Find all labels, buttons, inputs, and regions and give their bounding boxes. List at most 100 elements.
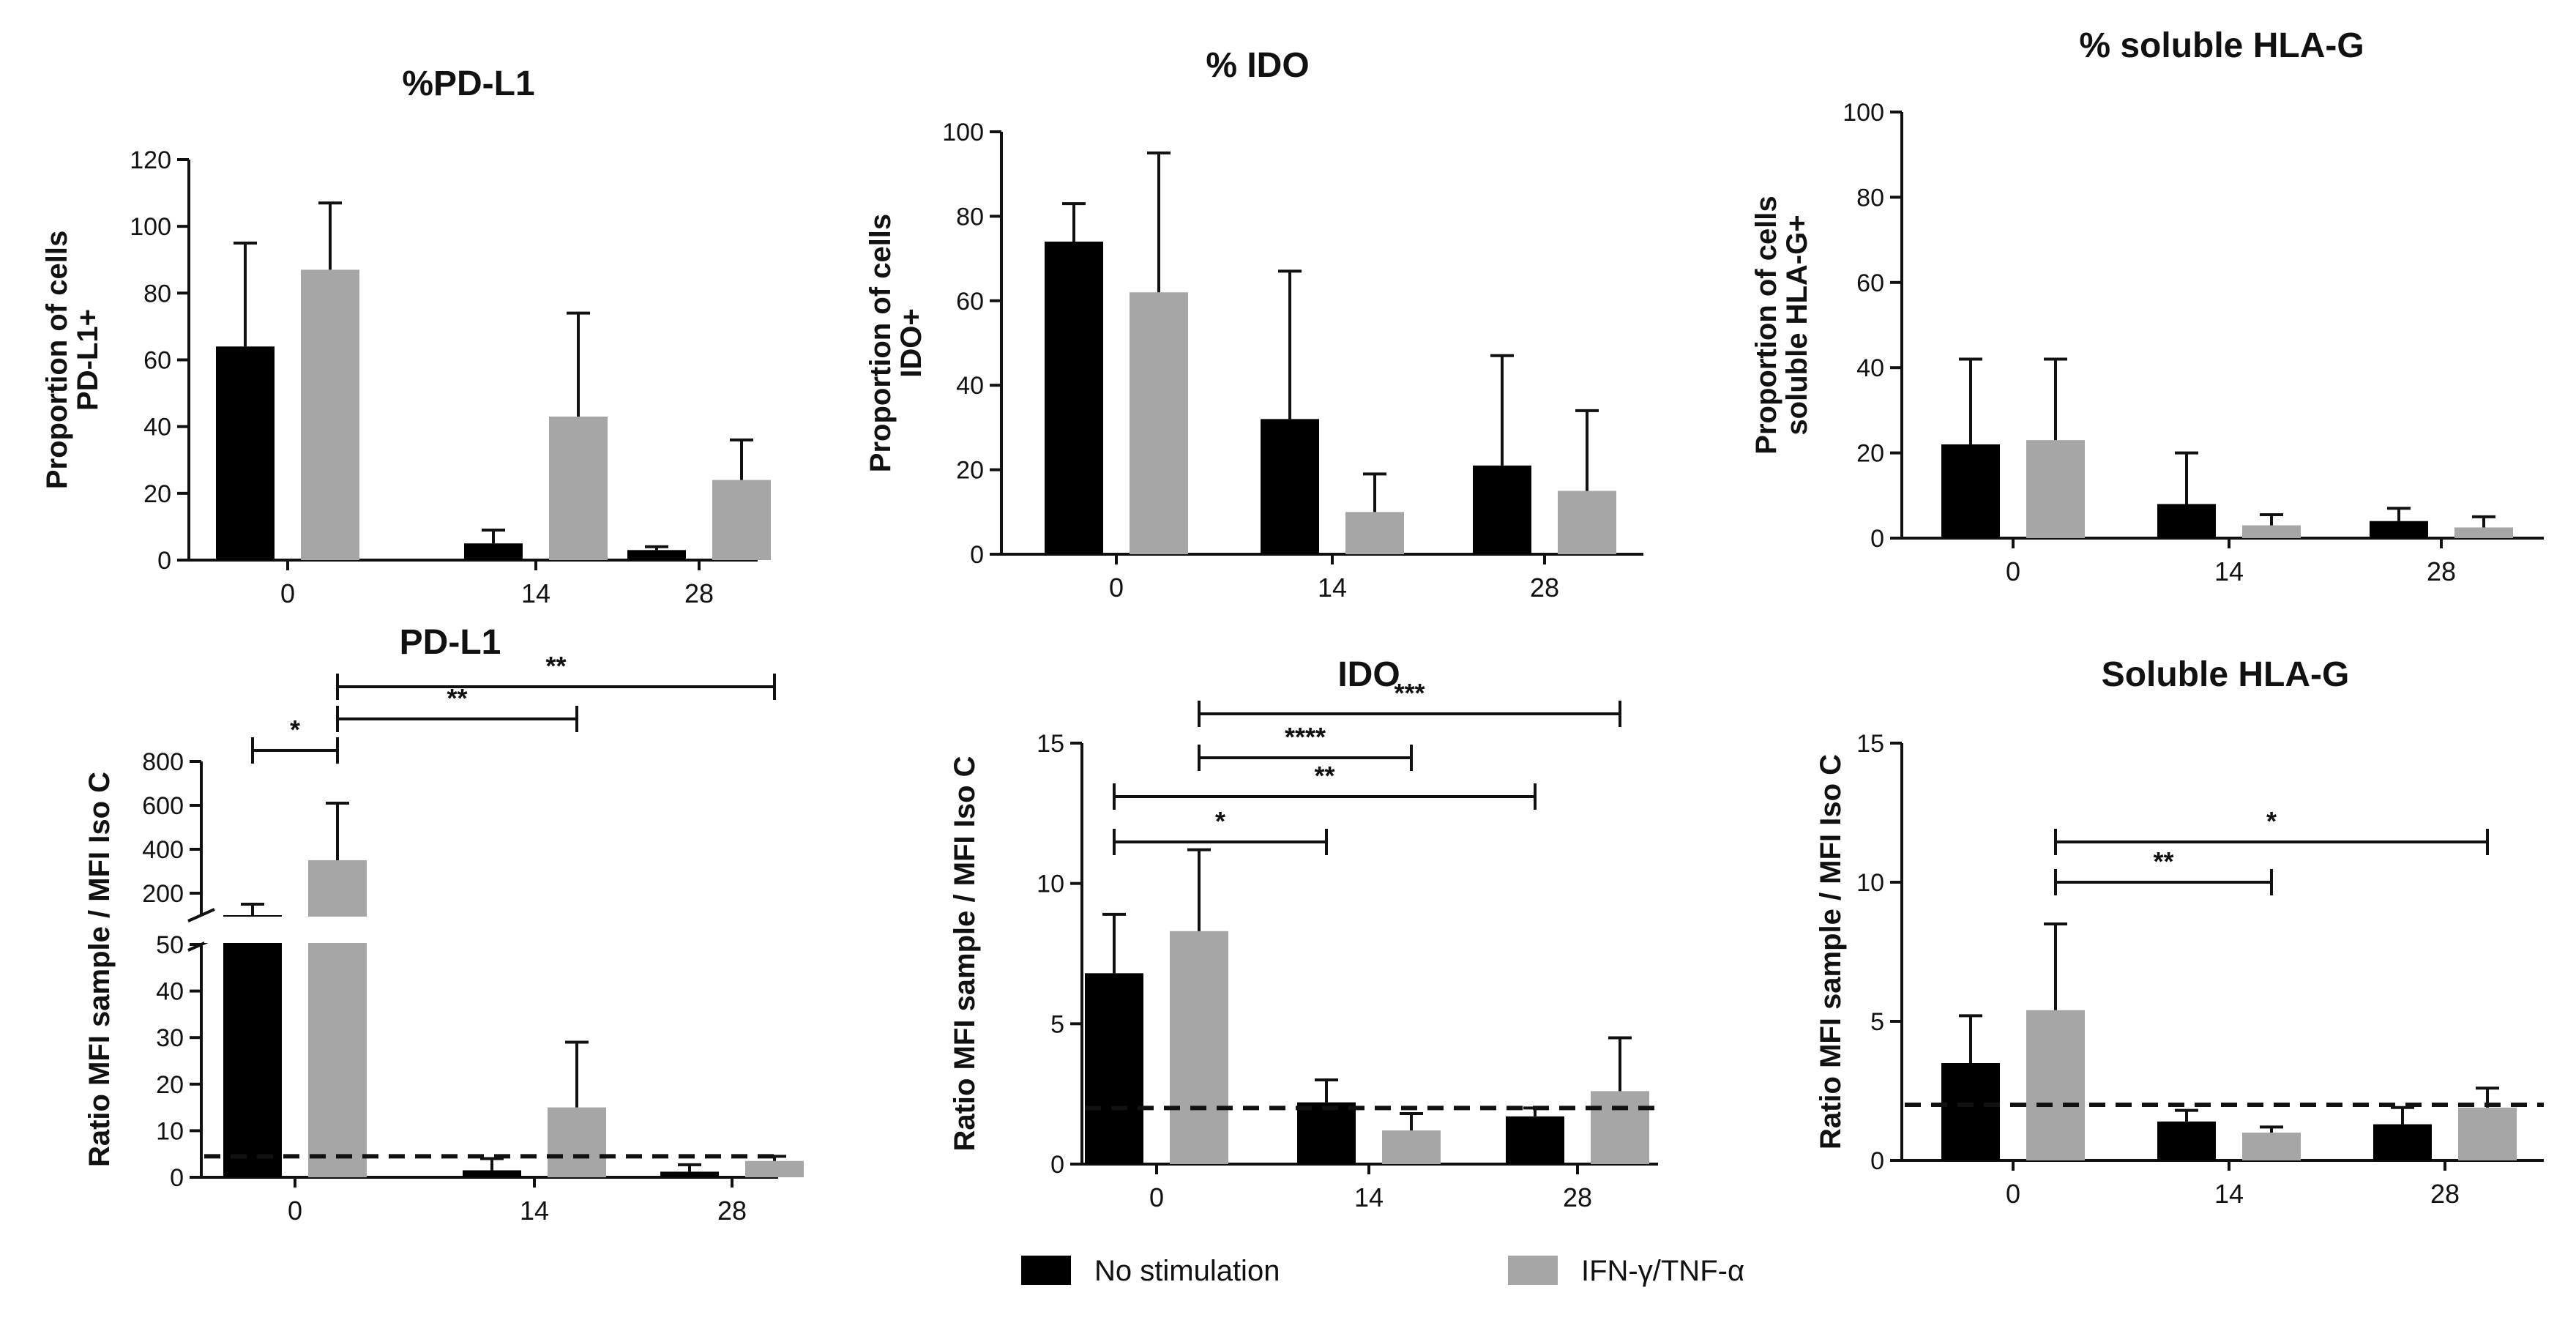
chart-panel-6: Soluble HLA-G Ratio MFI sample / MFI Iso … xyxy=(1815,655,2544,1209)
x-tick-label: 14 xyxy=(2214,556,2244,586)
y-tick-label: 10 xyxy=(1856,869,1884,897)
significance-label: ** xyxy=(545,651,566,681)
x-tick-label: 28 xyxy=(1563,1182,1592,1212)
bar-ifn-tnf-day-14 xyxy=(1345,512,1404,554)
bar-ifn-tnf-day-14 xyxy=(1382,1130,1441,1164)
y-tick-label: 50 xyxy=(156,931,184,959)
bar-ifn-tnf-day-0 xyxy=(2026,440,2085,538)
bar-ifn-tnf-day-28 xyxy=(712,480,771,560)
significance-label: * xyxy=(2266,806,2277,836)
y-axis-label-line: Ratio MFI sample / MFI Iso C xyxy=(949,756,981,1151)
y-tick-label: 5 xyxy=(1050,1010,1064,1038)
x-tick-label: 0 xyxy=(288,1196,302,1226)
bar-ifn-tnf-day-14 xyxy=(549,416,608,560)
y-tick-label: 15 xyxy=(1856,730,1884,758)
bar-no-stimulation-day-0 xyxy=(1941,1063,2000,1160)
bar-no-stimulation-day-14 xyxy=(1297,1102,1356,1164)
significance-label: ** xyxy=(2153,846,2173,876)
y-tick-label: 80 xyxy=(1856,184,1884,212)
y-tick-label: 100 xyxy=(1843,99,1884,127)
significance-label: * xyxy=(1215,806,1225,836)
x-tick-label: 28 xyxy=(2430,1179,2460,1209)
chart-panel-2: % IDO Proportion of cellsIDO+ 0 20 40 60 80 100… xyxy=(865,46,1643,603)
bar-no-stimulation-day-28 xyxy=(627,550,686,560)
y-axis-label-line: Ratio MFI sample / MFI Iso C xyxy=(1815,754,1847,1149)
bar-ifn-tnf-day-28 xyxy=(1558,491,1616,554)
bar-no-stimulation-day-28 xyxy=(1506,1116,1564,1164)
y-tick-label: 60 xyxy=(956,288,984,316)
chart-title: % soluble HLA-G xyxy=(2079,26,2364,65)
bar-no-stimulation-day-0 xyxy=(1045,242,1103,554)
y-tick-label: 5 xyxy=(1870,1008,1884,1036)
bar-ifn-tnf-day-28 xyxy=(2454,527,2513,538)
chart-panel-3: % soluble HLA-G Proportion of cellssolubl… xyxy=(1750,26,2544,586)
y-tick-label: 10 xyxy=(1037,871,1064,898)
y-tick-label: 0 xyxy=(1870,1147,1884,1175)
y-tick-label: 40 xyxy=(956,372,984,400)
legend-label-2: IFN-γ/TNF-α xyxy=(1581,1255,1744,1287)
y-axis-label-line: Proportion of cells xyxy=(41,231,73,489)
y-tick-label: 0 xyxy=(170,1164,184,1192)
bar-no-stimulation-day-28 xyxy=(660,1171,719,1177)
y-tick-label: 20 xyxy=(156,1071,184,1099)
bar-no-stimulation-day-14 xyxy=(464,543,523,560)
x-tick-label: 28 xyxy=(717,1196,747,1226)
chart-panel-5: IDO Ratio MFI sample / MFI Iso C 0 5 10 15 0 14… xyxy=(949,655,1658,1212)
y-tick-label: 200 xyxy=(142,880,184,908)
y-axis-label-line: Proportion of cells xyxy=(1750,195,1782,454)
y-tick-label: 600 xyxy=(142,792,184,820)
y-tick-label: 30 xyxy=(156,1024,184,1052)
bar-no-stimulation-day-0 xyxy=(216,346,275,560)
bar-ifn-tnf-day-14 xyxy=(2242,525,2301,538)
x-tick-label: 0 xyxy=(2006,1179,2020,1209)
y-axis-label: Ratio MFI sample / MFI Iso C xyxy=(1815,754,1847,1149)
y-axis-label: Ratio MFI sample / MFI Iso C xyxy=(949,756,981,1151)
y-axis-label: Ratio MFI sample / MFI Iso C xyxy=(83,772,116,1167)
significance-label: **** xyxy=(1285,722,1326,752)
chart-title: IDO xyxy=(1337,655,1400,694)
chart-panel-4: PD-L1 Ratio MFI sample / MFI Iso C 0 10 20 30… xyxy=(83,623,804,1226)
y-axis-label-line: Ratio MFI sample / MFI Iso C xyxy=(83,772,116,1167)
y-axis-label: Proportion of cellsIDO+ xyxy=(865,214,927,472)
legend-swatch-2 xyxy=(1508,1256,1558,1285)
y-tick-label: 0 xyxy=(970,541,984,569)
legend-swatch-1 xyxy=(1021,1256,1071,1285)
bar-no-stimulation-day-0 xyxy=(1085,973,1143,1164)
x-tick-label: 14 xyxy=(520,1196,549,1226)
x-tick-label: 14 xyxy=(1318,573,1347,603)
y-tick-label: 20 xyxy=(1856,440,1884,468)
bar-no-stimulation-day-14 xyxy=(463,1170,521,1177)
bar-ifn-tnf-day-28 xyxy=(2458,1107,2517,1160)
bar-no-stimulation-day-28 xyxy=(2370,521,2428,538)
bar-ifn-tnf-day-14 xyxy=(548,1107,606,1177)
axis-break-mark xyxy=(187,908,215,922)
chart-title: %PD-L1 xyxy=(402,64,534,103)
bar-no-stimulation-day-28 xyxy=(2373,1124,2432,1160)
bar-ifn-tnf-day-14 xyxy=(2242,1133,2301,1160)
x-tick-label: 28 xyxy=(1530,573,1559,603)
y-tick-label: 80 xyxy=(956,203,984,231)
bar-ifn-tnf-day-0 xyxy=(2026,1010,2085,1160)
y-tick-label: 20 xyxy=(956,457,984,485)
chart-title: Soluble HLA-G xyxy=(2102,655,2350,694)
x-tick-label: 14 xyxy=(2214,1179,2244,1209)
chart-title: PD-L1 xyxy=(400,623,501,662)
y-tick-label: 40 xyxy=(143,414,171,441)
x-tick-label: 28 xyxy=(684,578,714,608)
y-tick-label: 10 xyxy=(156,1117,184,1145)
y-axis-label: Proportion of cellssoluble HLA-G+ xyxy=(1750,195,1813,454)
y-tick-label: 0 xyxy=(1050,1151,1064,1179)
bar-ifn-tnf-day-28 xyxy=(745,1160,804,1177)
y-axis-label-line: PD-L1+ xyxy=(72,309,104,411)
x-tick-label: 14 xyxy=(521,578,550,608)
y-tick-label: 40 xyxy=(1856,354,1884,382)
y-tick-label: 80 xyxy=(143,280,171,307)
y-axis-label: Proportion of cellsPD-L1+ xyxy=(41,231,104,489)
bar-ifn-tnf-day-28 xyxy=(1591,1091,1649,1164)
y-tick-label: 800 xyxy=(142,748,184,776)
x-tick-label: 0 xyxy=(2006,556,2020,586)
y-tick-label: 15 xyxy=(1037,730,1064,758)
legend-label-1: No stimulation xyxy=(1094,1255,1280,1287)
bar-no-stimulation-day-0 xyxy=(1941,444,2000,538)
